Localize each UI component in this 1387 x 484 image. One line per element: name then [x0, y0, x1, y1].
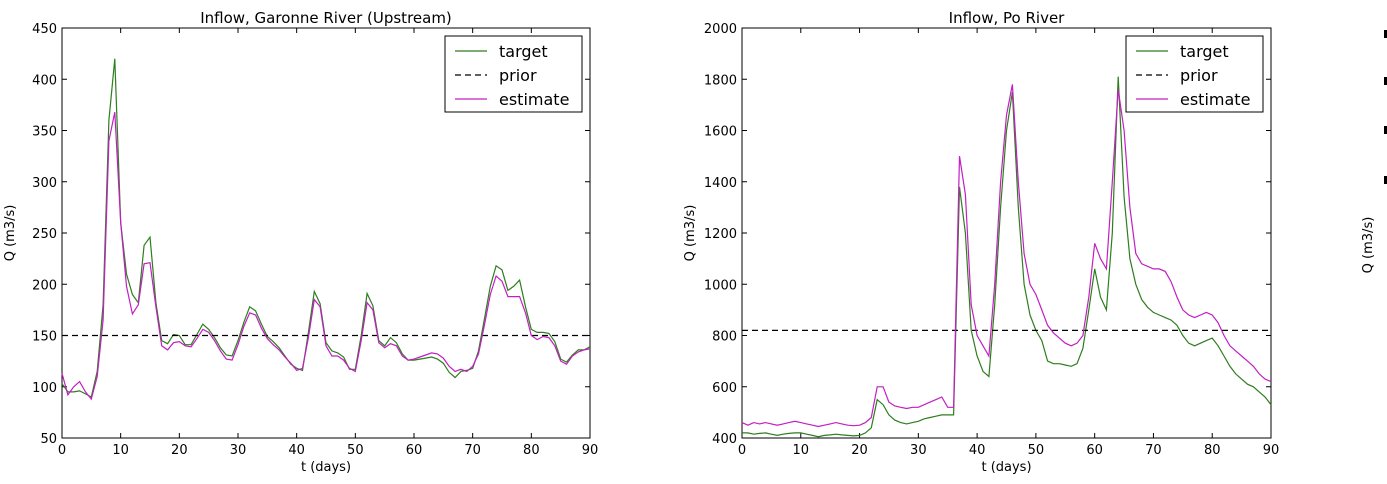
x-tick-label: 20	[851, 443, 868, 458]
y-tick-label: 50	[40, 432, 57, 447]
y-tick-label: 2000	[704, 22, 737, 37]
y-tick-label: 1800	[704, 73, 737, 88]
y-tick-label: 400	[712, 432, 737, 447]
x-tick-label: 50	[1028, 443, 1045, 458]
chart-2: Inflow, Po River 0 10 20 30 40 50 60 70 80 90 400 60…	[683, 9, 1279, 475]
x-tick-label: 50	[347, 443, 364, 458]
clipped-tick-label	[1384, 126, 1387, 134]
y-axis-label: Q (m3/s)	[1361, 217, 1376, 274]
x-tick-label: 30	[230, 443, 247, 458]
y-tick-label: 1000	[704, 278, 737, 293]
y-tick-label: 400	[32, 73, 57, 88]
x-tick-label: 40	[969, 443, 986, 458]
x-tick-label: 30	[910, 443, 927, 458]
legend-label-prior: prior	[499, 66, 537, 85]
legend-label-estimate: estimate	[1180, 90, 1250, 109]
y-tick-label: 600	[712, 381, 737, 396]
x-tick-label: 10	[793, 443, 810, 458]
y-tick-label: 800	[712, 330, 737, 345]
clipped-tick-label	[1384, 176, 1387, 184]
x-tick-label: 90	[1263, 443, 1280, 458]
y-tick-label: 1600	[704, 125, 737, 140]
chart-title: Inflow, Po River	[949, 9, 1066, 27]
y-tick-label: 150	[32, 330, 57, 345]
y-axis-label: Q (m3/s)	[683, 205, 698, 262]
chart-3-partial: Q (m3/s)	[1361, 30, 1387, 273]
series-line-target	[742, 76, 1272, 438]
chart-title: Inflow, Garonne River (Upstream)	[200, 9, 452, 27]
legend-label-target: target	[499, 42, 548, 61]
x-tick-label: 80	[1204, 443, 1221, 458]
x-tick-label: 0	[738, 443, 746, 458]
y-tick-label: 300	[32, 176, 57, 191]
x-tick-label: 80	[523, 443, 540, 458]
y-tick-label: 450	[32, 22, 57, 37]
y-tick-label: 350	[32, 125, 57, 140]
x-axis-label: t (days)	[981, 460, 1031, 475]
x-tick-label: 60	[1086, 443, 1103, 458]
y-tick-label: 200	[32, 278, 57, 293]
x-tick-label: 20	[171, 443, 188, 458]
y-tick-label: 1400	[704, 176, 737, 191]
clipped-tick-label	[1384, 30, 1387, 38]
x-tick-label: 40	[288, 443, 305, 458]
y-tick-label: 1200	[704, 227, 737, 242]
legend-label-prior: prior	[1180, 66, 1218, 85]
x-axis-label: t (days)	[301, 460, 351, 475]
y-tick-label: 250	[32, 227, 57, 242]
x-tick-label: 70	[464, 443, 481, 458]
series-line-estimate	[61, 111, 591, 401]
x-tick-label: 90	[582, 443, 599, 458]
chart-1: Inflow, Garonne River (Upstream) 0 10 20 30 4…	[3, 9, 598, 475]
series-line-estimate	[741, 84, 1272, 428]
y-tick-label: 100	[32, 381, 57, 396]
x-tick-label: 0	[58, 443, 66, 458]
legend-label-target: target	[1180, 42, 1229, 61]
legend-label-estimate: estimate	[499, 90, 569, 109]
x-tick-label: 10	[112, 443, 129, 458]
y-axis-label: Q (m3/s)	[3, 205, 18, 262]
clipped-tick-label	[1384, 77, 1387, 85]
x-tick-label: 70	[1145, 443, 1162, 458]
x-tick-label: 60	[406, 443, 423, 458]
